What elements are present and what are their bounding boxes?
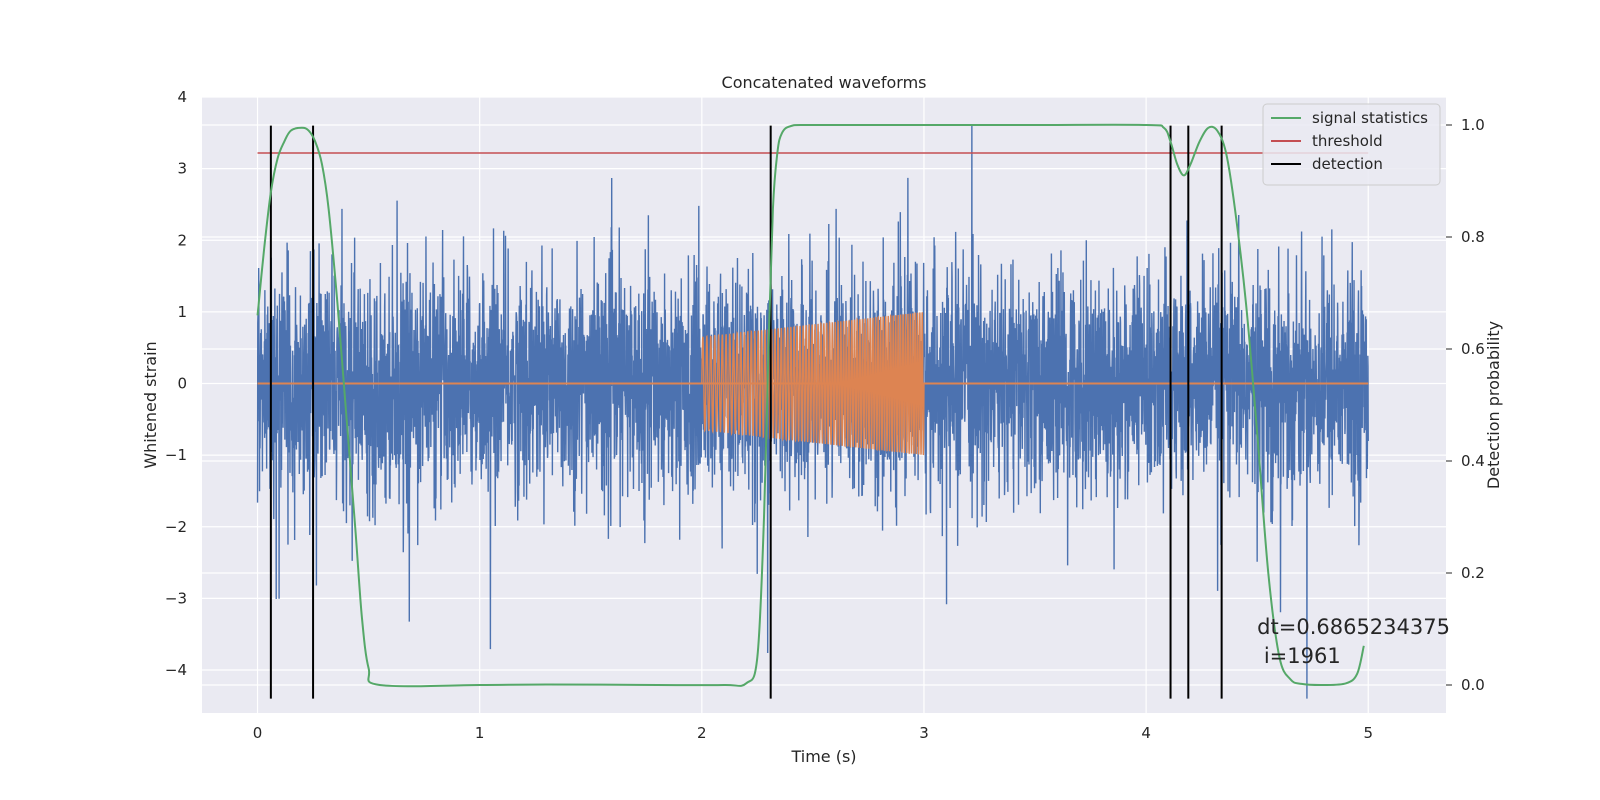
x-axis-title: Time (s) — [790, 747, 856, 766]
annotations: dt=0.6865234375 i=1961 — [1257, 615, 1450, 668]
y-tick-label: −4 — [165, 661, 187, 679]
y-tick-label: −1 — [165, 446, 187, 464]
y2-tick-label: 0.8 — [1461, 228, 1485, 246]
chirp-line — [701, 312, 925, 456]
y-tick-label: −2 — [165, 518, 187, 536]
legend: signal statistics threshold detection — [1262, 103, 1441, 186]
annotation-text: dt=0.6865234375 — [1257, 615, 1450, 639]
x-tick-label: 0 — [253, 724, 263, 742]
legend-box — [1262, 103, 1441, 186]
x-tick-label: 3 — [919, 724, 929, 742]
legend-label: signal statistics — [1312, 109, 1428, 127]
y-tick-label: 2 — [177, 231, 187, 249]
legend-label: threshold — [1312, 132, 1383, 150]
legend-label: detection — [1312, 155, 1383, 173]
x-tick-label: 4 — [1141, 724, 1151, 742]
y-tick-label: 4 — [177, 88, 187, 106]
chart-title: Concatenated waveforms — [722, 73, 927, 92]
y2-tick-label: 0.0 — [1461, 676, 1485, 694]
y2-tick-label: 0.2 — [1461, 564, 1485, 582]
signal-statistics-line — [256, 123, 1365, 688]
y-tick-label: 1 — [177, 303, 187, 321]
x-tick-label: 1 — [475, 724, 485, 742]
y2-tick-label: 1.0 — [1461, 116, 1485, 134]
annotation-text: i=1961 — [1264, 644, 1341, 668]
y2-tick-label: 0.6 — [1461, 340, 1485, 358]
ticks: 0 1 2 3 4 5 −4 −3 −2 −1 0 1 2 3 4 0.0 0.2 0.4 0.6 0.8 1.0 — [165, 88, 1485, 742]
chirp-series — [257, 312, 1369, 456]
y-axis-title: Whitened strain — [141, 341, 160, 468]
y2-axis-title: Detection probability — [1484, 321, 1503, 489]
x-tick-label: 2 — [697, 724, 707, 742]
y-tick-label: 0 — [177, 375, 187, 393]
line-series — [256, 123, 1369, 699]
y-tick-label: 3 — [177, 160, 187, 178]
y-tick-label: −3 — [165, 589, 187, 607]
x-tick-label: 5 — [1363, 724, 1373, 742]
y2-tick-label: 0.4 — [1461, 452, 1485, 470]
